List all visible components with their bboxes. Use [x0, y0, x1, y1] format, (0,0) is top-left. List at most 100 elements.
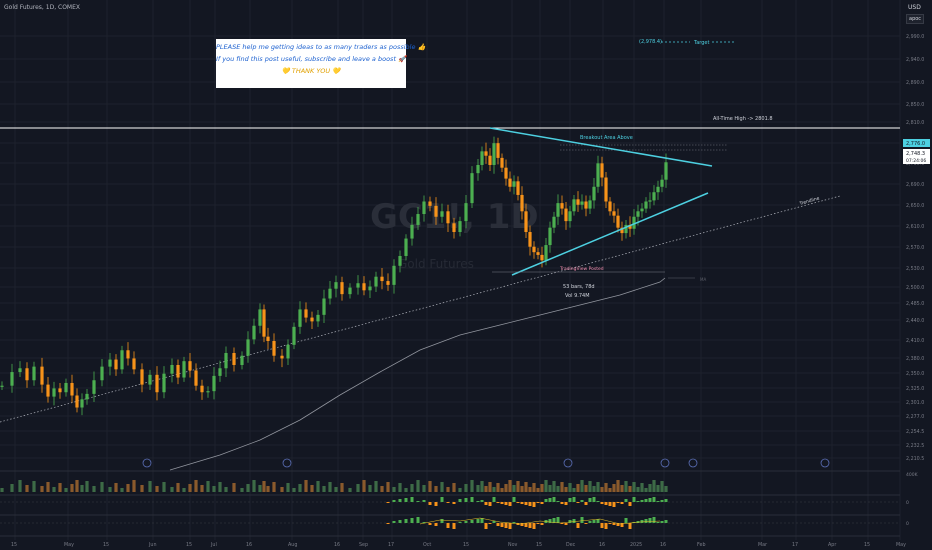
- candle[interactable]: [588, 200, 592, 209]
- moving-average-line[interactable]: [169, 277, 666, 471]
- candle[interactable]: [212, 375, 216, 392]
- candle[interactable]: [386, 281, 390, 285]
- candle[interactable]: [632, 216, 636, 229]
- candle[interactable]: [380, 276, 384, 282]
- candle[interactable]: [580, 201, 584, 205]
- candle[interactable]: [458, 221, 462, 233]
- candle[interactable]: [660, 179, 664, 187]
- candle[interactable]: [524, 211, 528, 233]
- event-icon[interactable]: [282, 458, 292, 468]
- candle[interactable]: [304, 309, 308, 318]
- trendline[interactable]: [0, 195, 841, 423]
- candle[interactable]: [568, 211, 572, 222]
- candle[interactable]: [422, 201, 426, 215]
- candle[interactable]: [446, 211, 450, 224]
- triangle-lower-line[interactable]: [511, 192, 709, 276]
- candle[interactable]: [262, 309, 266, 337]
- candle[interactable]: [576, 199, 580, 205]
- candle[interactable]: [548, 227, 552, 246]
- candle[interactable]: [600, 163, 604, 178]
- candle[interactable]: [488, 155, 492, 165]
- candle[interactable]: [398, 255, 402, 266]
- candle[interactable]: [434, 205, 438, 217]
- candle[interactable]: [592, 186, 596, 201]
- candle[interactable]: [362, 283, 366, 291]
- candle[interactable]: [132, 358, 136, 370]
- candle[interactable]: [656, 186, 660, 193]
- candle[interactable]: [340, 282, 344, 295]
- candle[interactable]: [120, 350, 124, 370]
- candle[interactable]: [504, 167, 508, 179]
- candle[interactable]: [18, 368, 22, 373]
- candle[interactable]: [480, 151, 484, 165]
- candle[interactable]: [334, 282, 338, 289]
- candle[interactable]: [584, 201, 588, 209]
- candle[interactable]: [572, 199, 576, 212]
- candle[interactable]: [108, 359, 112, 367]
- candle[interactable]: [70, 382, 74, 396]
- candle[interactable]: [652, 192, 656, 201]
- candle[interactable]: [272, 341, 276, 356]
- candle[interactable]: [620, 227, 624, 234]
- candle[interactable]: [170, 364, 174, 374]
- candle[interactable]: [240, 355, 244, 365]
- candle[interactable]: [608, 201, 612, 212]
- candle[interactable]: [356, 283, 360, 288]
- candle[interactable]: [188, 361, 192, 371]
- candle[interactable]: [194, 370, 198, 386]
- event-icon[interactable]: [688, 458, 698, 468]
- candle[interactable]: [266, 336, 270, 342]
- candle[interactable]: [85, 393, 89, 400]
- candle[interactable]: [224, 353, 228, 369]
- candle[interactable]: [636, 211, 640, 217]
- candle[interactable]: [176, 364, 180, 378]
- triangle-upper-line[interactable]: [489, 127, 713, 167]
- candle[interactable]: [368, 286, 372, 291]
- candle[interactable]: [40, 366, 44, 385]
- candle[interactable]: [80, 399, 84, 408]
- candle[interactable]: [92, 380, 96, 394]
- candle[interactable]: [298, 309, 302, 327]
- candle[interactable]: [392, 265, 396, 285]
- currency-label[interactable]: USD: [908, 4, 921, 11]
- candle[interactable]: [492, 143, 496, 165]
- event-icon[interactable]: [820, 458, 830, 468]
- candle[interactable]: [528, 232, 532, 247]
- candle[interactable]: [316, 314, 320, 322]
- candle[interactable]: [452, 223, 456, 233]
- candle[interactable]: [206, 391, 210, 393]
- candle[interactable]: [246, 339, 250, 356]
- candle[interactable]: [58, 388, 62, 393]
- candle[interactable]: [52, 388, 56, 397]
- candle[interactable]: [155, 374, 159, 393]
- candle[interactable]: [374, 276, 378, 287]
- candle[interactable]: [10, 372, 14, 386]
- candle[interactable]: [644, 201, 648, 209]
- candle[interactable]: [512, 181, 516, 187]
- candle[interactable]: [612, 211, 616, 216]
- candle[interactable]: [46, 384, 50, 397]
- candle[interactable]: [640, 208, 644, 212]
- candle[interactable]: [440, 211, 444, 217]
- candle[interactable]: [604, 177, 608, 202]
- candle[interactable]: [470, 173, 474, 204]
- candle[interactable]: [410, 224, 414, 239]
- candle[interactable]: [428, 201, 432, 206]
- candle[interactable]: [496, 143, 500, 158]
- candle[interactable]: [520, 194, 524, 212]
- candle[interactable]: [75, 395, 79, 408]
- candle[interactable]: [64, 382, 68, 393]
- candle[interactable]: [624, 224, 628, 234]
- scale-mode-button[interactable]: apoc: [906, 14, 925, 24]
- candle[interactable]: [552, 216, 556, 228]
- candle[interactable]: [532, 246, 536, 253]
- candle[interactable]: [464, 203, 468, 222]
- candle[interactable]: [476, 164, 480, 174]
- candle[interactable]: [484, 151, 488, 156]
- candle[interactable]: [416, 214, 420, 225]
- candle[interactable]: [310, 317, 314, 322]
- candle[interactable]: [200, 385, 204, 393]
- candle[interactable]: [540, 254, 544, 261]
- candle[interactable]: [322, 298, 326, 315]
- event-icon[interactable]: [563, 458, 573, 468]
